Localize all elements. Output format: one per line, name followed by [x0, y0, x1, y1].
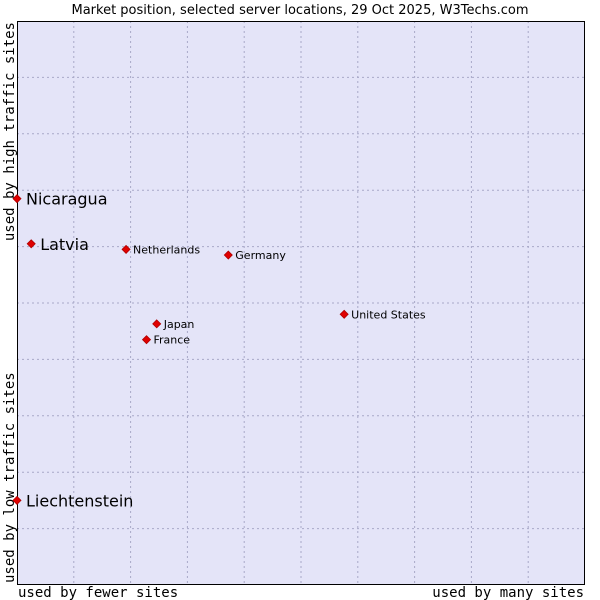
point-latvia: Latvia — [26, 235, 89, 254]
plot-border — [17, 21, 585, 585]
point-label: Japan — [163, 318, 195, 331]
point-marker — [26, 239, 36, 249]
point-marker — [12, 495, 22, 505]
point-label: Liechtenstein — [26, 491, 133, 510]
point-label: France — [154, 334, 191, 347]
chart-title: Market position, selected server locatio… — [71, 3, 528, 18]
y-axis-label-top: used by high traffic sites — [2, 22, 18, 241]
y-axis-label-bottom: used by low traffic sites — [2, 372, 18, 583]
point-japan: Japan — [152, 318, 195, 331]
point-marker — [121, 244, 131, 254]
x-axis-label-left: used by fewer sites — [18, 585, 178, 600]
point-liechtenstein: Liechtenstein — [12, 491, 133, 510]
point-label: Latvia — [40, 235, 89, 254]
point-france: France — [141, 334, 191, 347]
x-axis-label-right: used by many sites — [432, 585, 584, 600]
point-label: Germany — [235, 249, 286, 262]
point-united-states: United States — [339, 308, 426, 321]
data-points: Nicaragua Latvia Netherlands Germany United … — [12, 190, 426, 510]
point-germany: Germany — [223, 249, 286, 262]
point-marker — [223, 250, 233, 260]
point-marker — [152, 319, 162, 329]
point-nicaragua: Nicaragua — [12, 190, 108, 209]
point-marker — [12, 194, 22, 204]
grid-lines — [17, 21, 585, 585]
point-label: United States — [351, 308, 426, 321]
point-label: Nicaragua — [26, 190, 108, 209]
point-marker — [141, 335, 152, 345]
point-netherlands: Netherlands — [121, 243, 200, 256]
point-marker — [339, 309, 349, 319]
point-label: Netherlands — [133, 243, 200, 256]
